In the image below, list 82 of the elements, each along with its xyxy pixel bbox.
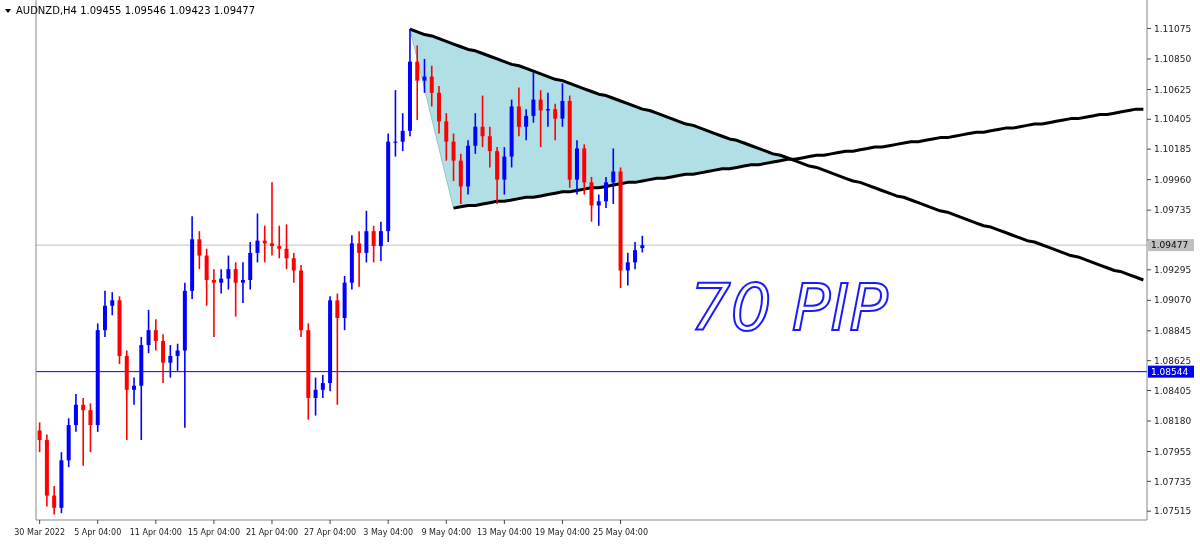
y-tick-label: 1.08180	[1154, 416, 1192, 427]
candlestick	[255, 212, 260, 264]
y-tick-label: 1.10185	[1154, 144, 1192, 155]
candlestick	[219, 268, 224, 295]
candlestick	[291, 252, 296, 284]
x-tick-label: 27 Apr 04:00	[304, 528, 357, 537]
candlestick	[37, 421, 42, 453]
candlestick	[531, 71, 536, 124]
candlestick	[364, 210, 369, 264]
candlestick	[320, 374, 325, 399]
line-series	[408, 27, 1145, 282]
candlestick	[524, 108, 529, 142]
candlestick	[277, 224, 282, 260]
x-tick-label: 3 May 04:00	[363, 528, 414, 537]
candlestick	[146, 309, 151, 355]
y-tick-label: 1.08845	[1154, 325, 1192, 336]
x-tick-label: 21 Apr 04:00	[245, 528, 299, 537]
candlestick	[240, 261, 245, 304]
x-tick-label: 25 May 04:00	[593, 528, 648, 537]
candlestick	[480, 94, 485, 148]
candlestick	[633, 241, 638, 270]
candlestick	[371, 224, 376, 264]
y-tick-label: 1.09295	[1154, 264, 1192, 275]
candlestick	[284, 223, 289, 270]
candlestick	[378, 220, 383, 262]
candlestick	[429, 64, 434, 108]
candlestick	[473, 112, 478, 155]
candlestick	[161, 333, 166, 384]
candlestick	[197, 230, 202, 270]
candlestick	[270, 181, 274, 257]
candlestick	[132, 376, 137, 406]
y-tick-label: 1.10625	[1154, 84, 1192, 95]
candlestick	[553, 102, 558, 142]
x-tick-label: 9 May 04:00	[421, 528, 472, 537]
candlestick	[538, 89, 543, 148]
candlestick	[393, 89, 398, 158]
y-tick-label: 1.07515	[1154, 506, 1192, 517]
candlestick	[52, 485, 57, 516]
candlestick	[226, 254, 231, 291]
candlestick	[110, 291, 115, 317]
candlestick	[81, 397, 86, 467]
candlestick	[611, 147, 616, 205]
candlestick	[444, 112, 449, 162]
candlestick	[88, 402, 93, 453]
x-tick-label: 13 May 04:00	[476, 528, 532, 537]
y-tick-label: 1.09735	[1154, 205, 1192, 216]
candlestick	[604, 176, 609, 209]
candlestick	[211, 268, 216, 338]
candlestick	[357, 230, 362, 288]
y-tick-label: 1.10405	[1154, 114, 1192, 125]
x-tick-label: 11 Apr 04:00	[129, 528, 182, 537]
y-tick-label: 1.07735	[1154, 476, 1192, 487]
candlestick	[502, 146, 507, 196]
x-tick-label: 30 Mar 2022	[14, 528, 65, 537]
candlestick	[313, 376, 318, 417]
x-tick-label: 5 Apr 04:00	[74, 528, 122, 537]
ref-line-label: 1.09477	[1151, 240, 1189, 251]
candlestick	[233, 261, 238, 318]
y-tick-label: 1.11075	[1154, 23, 1192, 34]
candlestick	[415, 44, 420, 121]
y-tick-label: 1.08625	[1154, 355, 1192, 366]
chart-title: AUDNZD,H4 1.09455 1.09546 1.09423 1.09477	[16, 5, 256, 16]
candlestick	[560, 82, 565, 128]
candlestick	[153, 318, 158, 352]
y-tick-label: 1.10850	[1154, 54, 1192, 65]
candlestick	[625, 252, 630, 287]
y-tick-label: 1.09070	[1154, 295, 1192, 306]
candlestick	[516, 86, 521, 138]
x-tick-label: 19 May 04:00	[535, 528, 590, 537]
y-tick-label: 1.08405	[1154, 385, 1192, 396]
candlestick	[73, 393, 78, 433]
ref-line-label: 1.08544	[1151, 366, 1189, 377]
annotation: 70 PIP	[690, 271, 889, 345]
candlestick	[422, 58, 427, 94]
candlestick	[487, 125, 492, 169]
candlestick	[451, 132, 456, 182]
y-tick-label: 1.09960	[1154, 174, 1192, 185]
x-tick-label: 15 Apr 04:00	[187, 528, 240, 537]
candlestick	[400, 112, 405, 152]
y-tick-label: 1.07955	[1154, 446, 1192, 457]
candlestick	[596, 193, 601, 227]
candlestick	[335, 292, 340, 406]
